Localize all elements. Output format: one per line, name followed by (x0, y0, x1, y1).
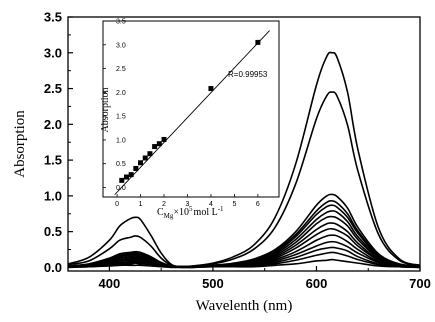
y-tick-label: 2.5 (44, 81, 62, 96)
y-tick-label: 0.0 (44, 260, 62, 275)
inset-fit-line (114, 30, 270, 195)
inset-xlabel-sup: 5 (189, 205, 193, 213)
spectrum-line-2 (67, 91, 421, 268)
inset-x-tick-label: 5 (232, 201, 236, 208)
inset-xlabel-sub: Mg (164, 212, 174, 220)
inset-tick-labels: 0 1 2 3 4 5 6 0.0 0.5 1.0 1.5 2.0 2.5 3.0 3.5 (115, 19, 260, 209)
inset-y-tick-label: 1.0 (116, 137, 126, 144)
y-tick-label: 1.0 (44, 188, 62, 203)
inset-y-tick-label: 1.5 (116, 114, 126, 121)
x-tick-label: 500 (202, 276, 224, 291)
main-tick-labels: 400 500 600 700 0.0 0.5 1.0 1.5 2.0 2.5 3.0 3.5 (44, 10, 431, 292)
inset-y-tick-label: 2.5 (116, 66, 126, 73)
data-point (156, 141, 162, 147)
data-point (208, 86, 214, 92)
inset-x-tick-label: 0 (115, 201, 119, 208)
inset-xlabel-unit-sup: -1 (218, 205, 224, 213)
spectrum-line-14 (67, 258, 421, 269)
fit-line (114, 30, 270, 195)
inset-y-tick-label: 3.5 (116, 19, 126, 26)
inset-y-tick-label: 3.0 (116, 42, 126, 49)
inset-x-axis-title: CMg×105mol L-1 (157, 205, 224, 220)
y-tick-label: 0.5 (44, 224, 62, 239)
main-ticks (68, 16, 421, 271)
spectrum-line-1 (67, 51, 421, 268)
data-point (119, 177, 125, 183)
inset-y-tick-label: 0.0 (116, 185, 126, 192)
main-curves (67, 51, 421, 269)
x-tick-label: 700 (409, 276, 431, 291)
y-tick-label: 3.0 (44, 45, 62, 60)
data-point (255, 39, 261, 45)
main-plot-frame (67, 16, 421, 272)
data-point (138, 160, 144, 166)
data-point (142, 155, 148, 161)
data-point (133, 165, 139, 171)
inset-x-tick-label: 2 (162, 201, 166, 208)
inset-ticks (103, 20, 259, 197)
y-axis-title: Absorption (12, 110, 28, 178)
data-point (128, 172, 134, 178)
data-point (161, 136, 167, 142)
inset-x-tick-label: 3 (186, 201, 190, 208)
inset-y-tick-label: 2.0 (116, 90, 126, 97)
data-point (152, 144, 158, 150)
inset-points (119, 39, 261, 183)
x-tick-label: 600 (306, 276, 328, 291)
inset-xlabel-c: C (157, 207, 164, 218)
inset-plot-frame (102, 20, 280, 198)
y-tick-label: 2.0 (44, 117, 62, 132)
inset-y-tick-label: 0.5 (116, 161, 126, 168)
inset-xlabel-rest: ×10 (173, 207, 189, 218)
data-point (123, 174, 129, 180)
x-axis-title: Wavelenth (nm) (196, 298, 293, 314)
y-tick-label: 3.5 (44, 10, 62, 25)
inset-annotation: R=0.99953 (228, 70, 268, 79)
y-tick-label: 1.5 (44, 153, 62, 168)
x-tick-label: 400 (99, 276, 121, 291)
inset-x-tick-label: 1 (139, 201, 143, 208)
data-point (147, 151, 153, 157)
inset-xlabel-unit: mol L (194, 207, 218, 218)
inset-x-tick-label: 6 (256, 201, 260, 208)
inset-x-tick-label: 4 (209, 201, 213, 208)
inset-y-axis-title: Absorption (100, 88, 111, 133)
